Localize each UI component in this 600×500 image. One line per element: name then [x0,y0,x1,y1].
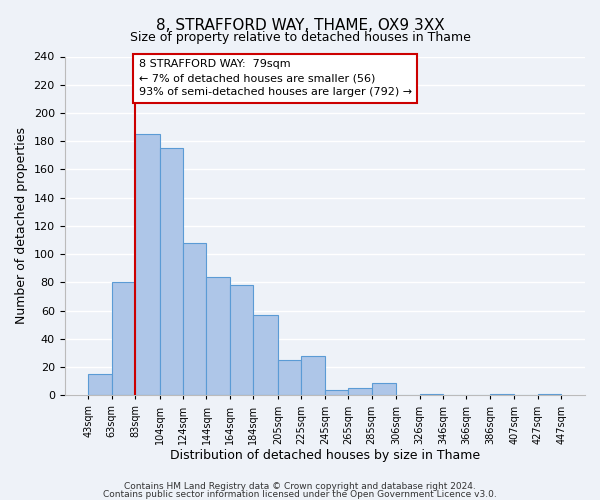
Bar [160,148,183,396]
Bar [88,374,112,396]
Bar [206,277,230,396]
Bar [371,382,396,396]
Text: 8 STRAFFORD WAY:  79sqm
← 7% of detached houses are smaller (56)
93% of semi-det: 8 STRAFFORD WAY: 79sqm ← 7% of detached … [139,60,412,98]
Bar [230,286,253,396]
Text: Contains public sector information licensed under the Open Government Licence v3: Contains public sector information licen… [103,490,497,499]
Bar [135,134,160,396]
Bar [278,360,301,396]
Bar [325,390,348,396]
Bar [301,356,325,396]
Bar [490,394,514,396]
X-axis label: Distribution of detached houses by size in Thame: Distribution of detached houses by size … [170,450,480,462]
Bar [253,315,278,396]
Bar [348,388,371,396]
Y-axis label: Number of detached properties: Number of detached properties [15,128,28,324]
Text: Contains HM Land Registry data © Crown copyright and database right 2024.: Contains HM Land Registry data © Crown c… [124,482,476,491]
Text: Size of property relative to detached houses in Thame: Size of property relative to detached ho… [130,31,470,44]
Text: 8, STRAFFORD WAY, THAME, OX9 3XX: 8, STRAFFORD WAY, THAME, OX9 3XX [155,18,445,32]
Bar [183,243,206,396]
Bar [419,394,443,396]
Bar [538,394,562,396]
Bar [112,282,135,396]
